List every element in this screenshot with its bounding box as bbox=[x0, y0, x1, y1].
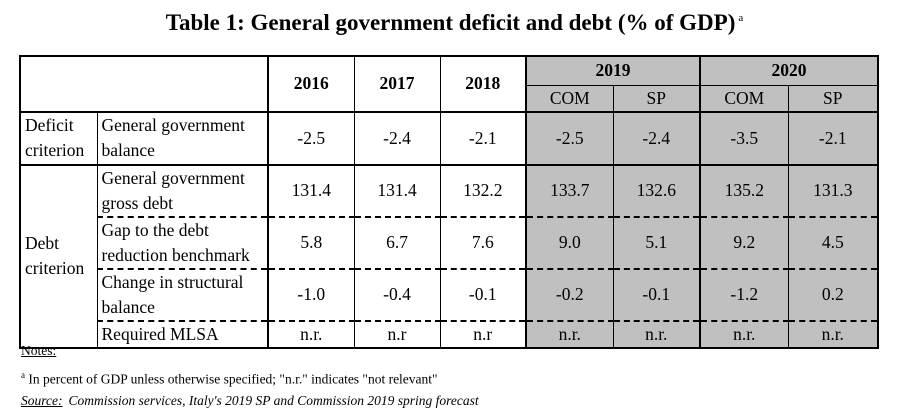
footnote: a In percent of GDP unless otherwise spe… bbox=[21, 370, 438, 388]
cell-value: 5.1 bbox=[612, 215, 700, 269]
row-label: General government balance bbox=[96, 110, 268, 165]
subheader-2020-com: COM bbox=[699, 84, 788, 112]
header-empty-cell bbox=[19, 55, 268, 112]
cell-value: -2.5 bbox=[525, 110, 613, 165]
table-title: Table 1: General government deficit and … bbox=[0, 10, 909, 36]
cell-value: -0.4 bbox=[353, 267, 440, 321]
cell-value: 9.0 bbox=[525, 215, 613, 269]
cell-value: -3.5 bbox=[699, 110, 788, 165]
cell-value: -1.2 bbox=[699, 267, 788, 321]
table-row: Gap to the debt reduction benchmark 5.8 … bbox=[20, 215, 879, 269]
row-label: Required MLSA bbox=[96, 319, 268, 349]
cell-value: n.r. bbox=[699, 319, 788, 349]
cell-value: n.r. bbox=[612, 319, 700, 349]
cell-value: -2.4 bbox=[612, 110, 700, 165]
cell-value: -2.4 bbox=[353, 110, 440, 165]
subheader-2019-com: COM bbox=[525, 84, 613, 112]
header-year-2019: 2019 bbox=[525, 55, 700, 85]
cell-value: 132.2 bbox=[439, 163, 526, 217]
cell-value: 5.8 bbox=[267, 215, 354, 269]
table-row: Required MLSA n.r. n.r n.r n.r. n.r. n.r… bbox=[20, 319, 879, 349]
header-year-2018: 2018 bbox=[439, 55, 526, 112]
cell-value: 133.7 bbox=[525, 163, 613, 217]
source-note: Source: Commission services, Italy's 2019… bbox=[21, 393, 479, 409]
cell-value: n.r. bbox=[267, 319, 354, 349]
cell-value: 0.2 bbox=[787, 267, 879, 321]
group-label-deficit: Deficit criterion bbox=[19, 110, 97, 165]
cell-value: 9.2 bbox=[699, 215, 788, 269]
subheader-2020-sp: SP bbox=[787, 84, 879, 112]
cell-value: -2.1 bbox=[439, 110, 526, 165]
cell-value: n.r. bbox=[787, 319, 879, 349]
cell-value: n.r. bbox=[525, 319, 613, 349]
cell-value: n.r bbox=[439, 319, 526, 349]
table-row: Deficit criterion General government bal… bbox=[19, 110, 879, 165]
cell-value: 6.7 bbox=[353, 215, 440, 269]
cell-value: -0.2 bbox=[525, 267, 613, 321]
table-row: Change in structural balance -1.0 -0.4 -… bbox=[20, 267, 879, 321]
group-label-debt: Debt criterion bbox=[19, 163, 97, 349]
header-year-2020: 2020 bbox=[699, 55, 879, 85]
footnote-marker: a bbox=[21, 370, 25, 380]
row-label: Gap to the debt reduction benchmark bbox=[96, 215, 268, 269]
cell-value: -0.1 bbox=[439, 267, 526, 321]
cell-value: 131.4 bbox=[353, 163, 440, 217]
subheader-2019-sp: SP bbox=[612, 84, 700, 112]
cell-value: 135.2 bbox=[699, 163, 788, 217]
cell-value: 4.5 bbox=[787, 215, 879, 269]
cell-value: 131.4 bbox=[267, 163, 354, 217]
header-year-2016: 2016 bbox=[267, 55, 354, 112]
cell-value: -0.1 bbox=[612, 267, 700, 321]
row-label: General government gross debt bbox=[96, 163, 268, 217]
cell-value: 7.6 bbox=[439, 215, 526, 269]
deficit-debt-table: 2016 2017 2018 2019 2020 COM SP COM SP D… bbox=[19, 55, 879, 349]
cell-value: -2.5 bbox=[267, 110, 354, 165]
cell-value: 131.3 bbox=[787, 163, 879, 217]
cell-value: 132.6 bbox=[612, 163, 700, 217]
title-footnote-marker: a bbox=[738, 12, 744, 25]
source-text: Commission services, Italy's 2019 SP and… bbox=[68, 393, 479, 408]
cell-value: -1.0 bbox=[267, 267, 354, 321]
notes-heading: Notes: bbox=[21, 343, 57, 358]
table-title-text: Table 1: General government deficit and … bbox=[165, 10, 736, 35]
source-label: Source: bbox=[21, 393, 63, 408]
footnote-text: In percent of GDP unless otherwise speci… bbox=[28, 371, 438, 387]
table-row: Debt criterion General government gross … bbox=[19, 163, 879, 349]
cell-value: n.r bbox=[353, 319, 440, 349]
row-label: Change in structural balance bbox=[96, 267, 268, 321]
cell-value: -2.1 bbox=[787, 110, 879, 165]
header-year-2017: 2017 bbox=[353, 55, 440, 112]
